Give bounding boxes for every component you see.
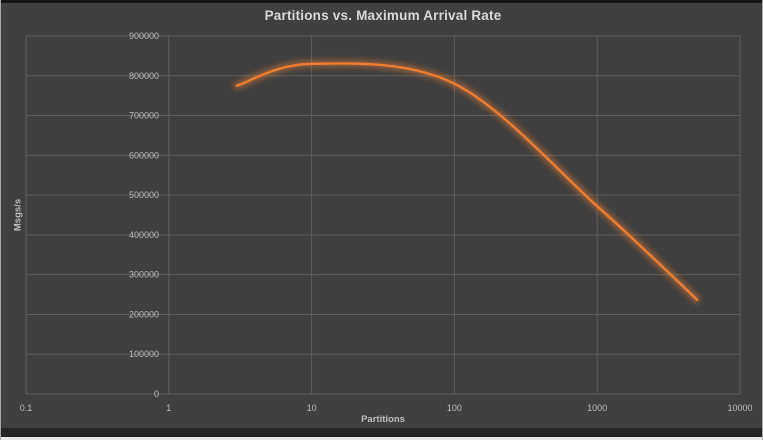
chart-title: Partitions vs. Maximum Arrival Rate bbox=[264, 8, 502, 23]
x-tick-label: 10 bbox=[307, 403, 317, 413]
data-series-line bbox=[233, 59, 701, 304]
y-tick-label: 900000 bbox=[129, 31, 159, 41]
series-line-glow bbox=[233, 59, 701, 304]
window-bottom-edge bbox=[1, 428, 762, 437]
x-axis-title: Partitions bbox=[361, 414, 405, 425]
y-tick-label: 700000 bbox=[129, 111, 159, 121]
gridlines bbox=[25, 35, 741, 395]
y-tick-label: 500000 bbox=[129, 190, 159, 200]
y-tick-label: 100000 bbox=[129, 349, 159, 359]
x-tick-label: 10000 bbox=[727, 403, 752, 413]
y-tick-label: 300000 bbox=[129, 270, 159, 280]
y-tick-label: 200000 bbox=[129, 309, 159, 319]
y-tick-label: 0 bbox=[154, 389, 159, 399]
y-axis-tick-labels: 0 100000 200000 300000 400000 500000 600000 700… bbox=[129, 31, 159, 399]
x-tick-label: 1000 bbox=[587, 403, 607, 413]
y-tick-label: 400000 bbox=[129, 230, 159, 240]
x-tick-label: 1 bbox=[166, 403, 171, 413]
window-top-edge bbox=[1, 0, 762, 3]
x-tick-label: 0.1 bbox=[20, 403, 33, 413]
series-line bbox=[235, 62, 699, 301]
y-tick-label: 800000 bbox=[129, 71, 159, 81]
window-bottom-highlight bbox=[1, 437, 762, 440]
x-axis-tick-labels: 0.1 1 10 100 1000 10000 bbox=[20, 403, 753, 413]
x-tick-label: 100 bbox=[447, 403, 462, 413]
y-tick-label: 600000 bbox=[129, 150, 159, 160]
